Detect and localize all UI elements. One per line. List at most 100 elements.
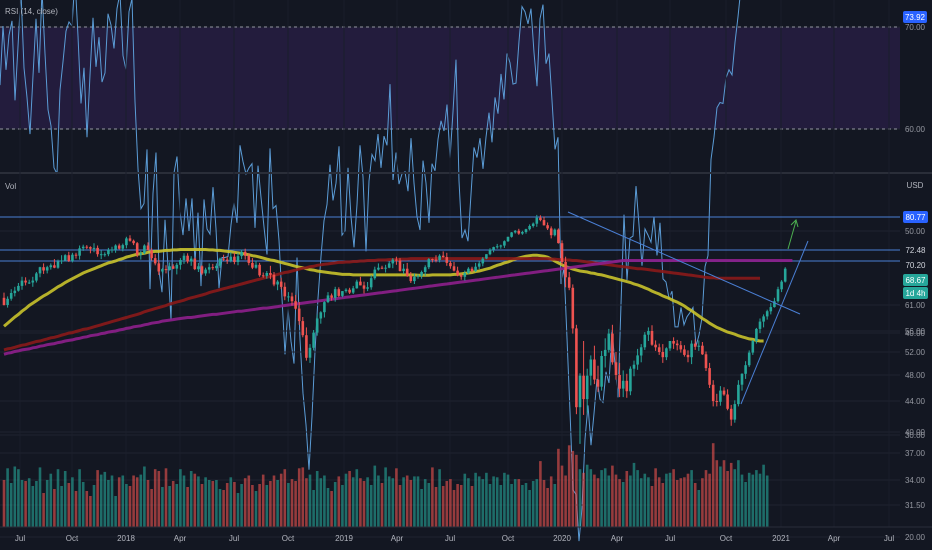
volume-bar — [416, 476, 420, 527]
candle — [236, 252, 240, 266]
volume-bar — [200, 484, 204, 527]
candle — [621, 370, 625, 398]
candle — [380, 265, 384, 270]
volume-bar — [593, 474, 596, 527]
candle-body — [593, 359, 596, 380]
candle — [456, 266, 459, 277]
candle — [243, 248, 247, 260]
candle-body — [99, 254, 103, 256]
candle — [722, 387, 726, 396]
volume-bar — [384, 467, 387, 527]
volume-bar — [279, 473, 283, 527]
rsi-title: RSI (14, close) — [5, 7, 58, 16]
candle-body — [639, 347, 643, 356]
trendlines — [567, 211, 809, 405]
candle-body — [135, 243, 139, 255]
volume-bar — [20, 480, 24, 527]
price-y-tick: 40.00 — [905, 428, 926, 437]
volume-bar — [276, 480, 279, 527]
candle — [711, 380, 715, 407]
candle — [258, 262, 261, 277]
volume-bar — [348, 471, 351, 527]
candle — [326, 292, 330, 304]
candle — [751, 339, 755, 355]
volume-bar — [164, 468, 168, 527]
candle — [708, 362, 711, 388]
candle — [704, 351, 708, 371]
candle — [657, 343, 661, 355]
candle — [744, 361, 747, 379]
candle — [485, 254, 488, 260]
candle-body — [344, 289, 348, 292]
candle — [481, 257, 485, 267]
candle-body — [333, 289, 337, 298]
candle — [240, 249, 243, 260]
candle — [593, 345, 596, 385]
price-badge-label: 80.77 — [905, 213, 926, 222]
candle — [2, 292, 6, 306]
candle — [290, 292, 294, 306]
candle — [719, 386, 722, 406]
price-y-axis: 61.00 56.00 52.00 48.00 44.00 40.00 37.00 34.00… — [905, 301, 926, 510]
candle-body — [654, 344, 657, 348]
candle-body — [402, 268, 405, 272]
candle — [513, 230, 517, 234]
candle — [427, 258, 431, 270]
candle — [675, 339, 679, 351]
volume-bar — [704, 470, 708, 527]
candle-body — [470, 268, 474, 272]
volume-label: Vol — [5, 182, 16, 191]
candle — [672, 337, 675, 349]
candle-body — [78, 248, 81, 256]
candle-body — [672, 341, 675, 344]
candle — [121, 243, 125, 252]
candle-body — [708, 368, 711, 385]
candle — [506, 236, 510, 242]
candle-body — [427, 259, 431, 268]
candle-body — [247, 255, 251, 263]
candle — [92, 243, 96, 253]
candle-body — [53, 265, 56, 268]
candle-body — [351, 288, 355, 293]
candle — [31, 276, 35, 287]
volume-bar — [135, 477, 139, 527]
volume-bar — [233, 482, 236, 527]
candle — [135, 242, 139, 258]
candle-body — [107, 249, 110, 255]
candle-body — [452, 266, 456, 271]
candle — [603, 338, 607, 368]
candle-body — [618, 375, 621, 389]
time-label: Oct — [720, 534, 733, 543]
volume-bar — [67, 483, 71, 527]
volume-bar — [402, 477, 405, 527]
candle-body — [359, 281, 362, 286]
candle-body — [567, 277, 571, 288]
candle-body — [193, 258, 197, 270]
candle-body — [197, 266, 200, 270]
volume-bar — [330, 491, 333, 527]
volume-bar — [693, 483, 697, 527]
volume-bar — [639, 478, 643, 527]
candle-body — [179, 260, 182, 265]
volume-bar — [672, 469, 675, 527]
volume-bar — [337, 476, 341, 527]
candle — [53, 259, 56, 269]
candle-body — [96, 247, 99, 255]
candle — [337, 287, 341, 298]
candle — [63, 254, 67, 262]
candle-body — [157, 263, 161, 272]
candle-body — [294, 301, 297, 309]
candle — [402, 263, 405, 274]
candle — [355, 279, 359, 289]
volume-bar — [629, 475, 632, 527]
volume-bar — [632, 462, 636, 527]
candle — [614, 352, 618, 380]
candle-body — [755, 328, 758, 341]
candle-body — [308, 347, 312, 358]
candle — [416, 274, 420, 279]
volume-bar — [355, 469, 359, 527]
candle-body — [585, 375, 589, 400]
candle-body — [373, 269, 377, 279]
candle — [117, 243, 121, 250]
candle-body — [783, 268, 787, 282]
